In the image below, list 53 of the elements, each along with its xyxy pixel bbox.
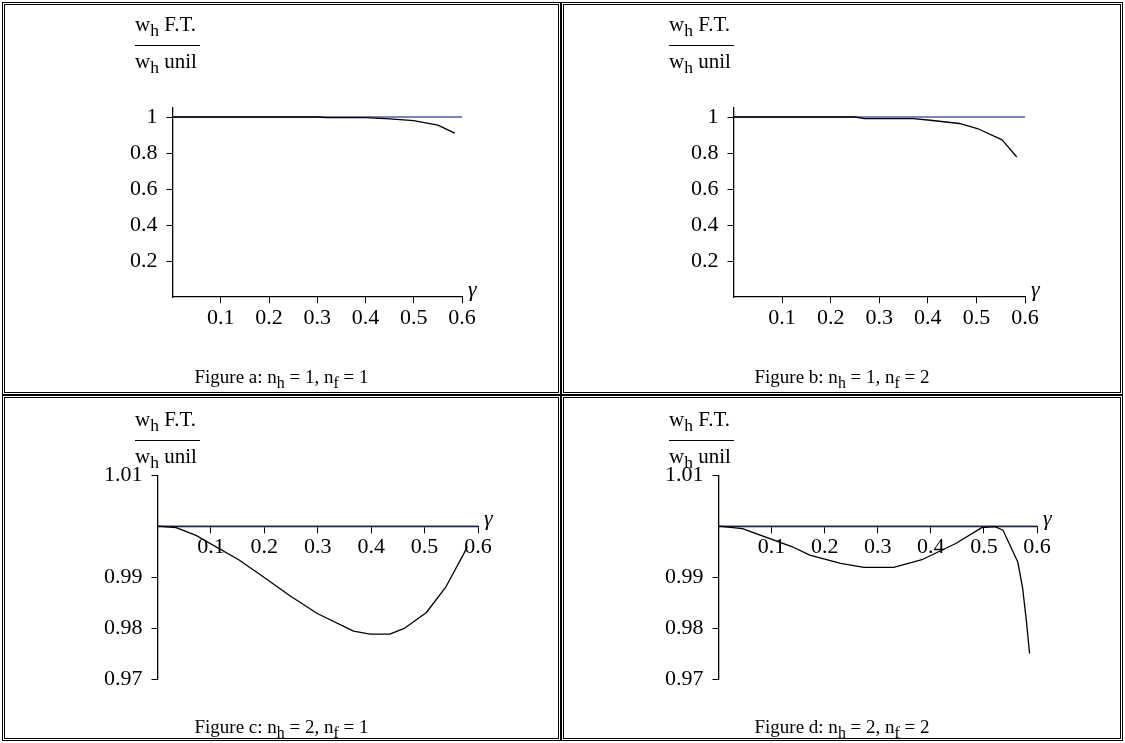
y-tick-label: 0.4 (130, 210, 158, 236)
y-tick-label: 0.6 (691, 174, 719, 200)
x-tick-label: 0.5 (962, 303, 991, 329)
x-tick-label: 0.4 (917, 533, 945, 559)
y-tick-label: 0.97 (104, 664, 143, 690)
y-tick-label: 0.99 (665, 562, 704, 588)
x-tick-label: 0.2 (250, 533, 279, 559)
x-tick-label: 0.1 (768, 303, 796, 329)
y-tick-label: 0.2 (130, 246, 158, 272)
x-tick-label: 0.3 (865, 303, 893, 329)
y-tick-label: 1 (707, 102, 719, 128)
text: Figure c: n$_{h}$ = 2, n$_{f}$ = 1 (193, 716, 370, 742)
x-axis-title: γ (1043, 504, 1053, 530)
x-tick-label: 0.6 (1023, 533, 1051, 559)
x-tick-label: 0.3 (303, 303, 331, 329)
x-tick-label: 0.5 (970, 533, 998, 559)
x-tick-label: 0.5 (400, 303, 428, 329)
text: Figure b: n$_{h}$ = 1, n$_{f}$ = 2 (753, 366, 931, 392)
y-tick-label: 1 (146, 102, 158, 128)
x-tick-label: 0.1 (207, 303, 235, 329)
y-axis-title: w$_{h}$ F.T. (669, 406, 734, 442)
x-tick-label: 0.4 (357, 533, 385, 559)
y-tick-label: 0.4 (691, 210, 719, 236)
x-tick-label: 0.2 (255, 303, 283, 329)
x-axis-title: γ (1031, 275, 1041, 301)
y-tick-label: 0.97 (665, 664, 704, 690)
y-tick-label: 0.6 (130, 174, 158, 200)
y-tick-label: 0.8 (130, 138, 158, 164)
x-tick-label: 0.2 (816, 303, 845, 329)
x-axis-title: γ (468, 275, 478, 301)
x-tick-label: 0.6 (1011, 303, 1039, 329)
text: w$_{h}$ unil (669, 48, 732, 80)
x-tick-label: 0.6 (448, 303, 476, 329)
text: w$_{h}$ unil (135, 48, 198, 80)
y-tick-label: 0.98 (104, 613, 143, 639)
x-tick-label: 0.3 (304, 533, 332, 559)
x-tick-label: 0.1 (757, 533, 786, 559)
x-tick-label: 0.3 (864, 533, 892, 559)
y-tick-label: 0.8 (691, 138, 719, 164)
text: Figure a: n$_{h}$ = 1, n$_{f}$ = 1 (193, 366, 370, 392)
x-tick-label: 0.4 (914, 303, 942, 329)
text: Figure d: n$_{h}$ = 2, n$_{f}$ = 2 (753, 716, 931, 742)
x-tick-label: 0.4 (351, 303, 380, 329)
y-axis-title: w$_{h}$ F.T. (135, 11, 200, 47)
x-tick-label: 0.2 (810, 533, 839, 559)
x-tick-label: 0.5 (410, 533, 439, 559)
y-axis-title: w$_{h}$ F.T. (669, 11, 734, 47)
x-tick-label: 0.6 (464, 533, 492, 559)
y-tick-label: 0.2 (691, 246, 719, 272)
y-axis-title: w$_{h}$ F.T. (135, 406, 200, 442)
y-tick-label: 0.98 (665, 613, 704, 639)
x-axis-title: γ (484, 504, 494, 530)
y-tick-label: 0.99 (104, 562, 143, 588)
